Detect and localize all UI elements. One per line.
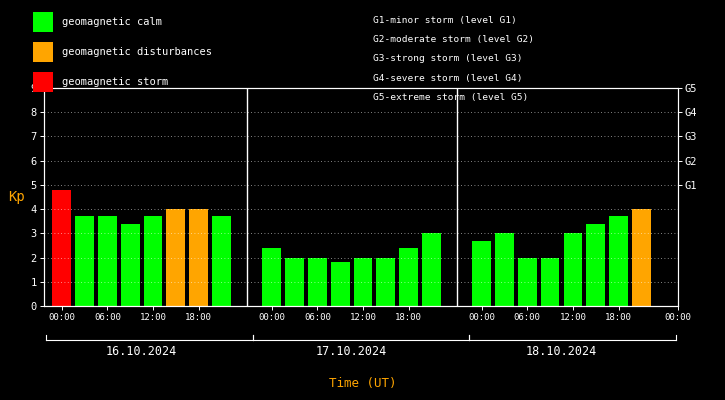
Bar: [262, 248, 281, 306]
Bar: [495, 233, 514, 306]
Bar: [354, 258, 373, 306]
Bar: [541, 258, 560, 306]
Bar: [376, 258, 395, 306]
Bar: [189, 209, 208, 306]
Bar: [285, 258, 304, 306]
Bar: [144, 216, 162, 306]
Bar: [98, 216, 117, 306]
Text: geomagnetic calm: geomagnetic calm: [62, 17, 162, 27]
Bar: [212, 216, 231, 306]
Bar: [518, 258, 536, 306]
Text: Time (UT): Time (UT): [328, 377, 397, 390]
Bar: [331, 262, 349, 306]
Text: 16.10.2024: 16.10.2024: [106, 345, 177, 358]
Bar: [422, 233, 441, 306]
Text: 18.10.2024: 18.10.2024: [526, 345, 597, 358]
Text: G5-extreme storm (level G5): G5-extreme storm (level G5): [373, 93, 529, 102]
Bar: [167, 209, 185, 306]
Text: 17.10.2024: 17.10.2024: [316, 345, 387, 358]
Text: G1-minor storm (level G1): G1-minor storm (level G1): [373, 16, 517, 25]
Bar: [632, 209, 651, 306]
Bar: [121, 224, 140, 306]
Bar: [587, 224, 605, 306]
Text: geomagnetic disturbances: geomagnetic disturbances: [62, 47, 212, 57]
Bar: [75, 216, 94, 306]
Bar: [472, 240, 491, 306]
Text: Kp: Kp: [9, 190, 25, 204]
Bar: [52, 190, 71, 306]
Bar: [308, 258, 327, 306]
Bar: [609, 216, 628, 306]
Text: G3-strong storm (level G3): G3-strong storm (level G3): [373, 54, 523, 63]
Bar: [399, 248, 418, 306]
Text: geomagnetic storm: geomagnetic storm: [62, 77, 168, 87]
Text: G2-moderate storm (level G2): G2-moderate storm (level G2): [373, 35, 534, 44]
Text: G4-severe storm (level G4): G4-severe storm (level G4): [373, 74, 523, 83]
Bar: [563, 233, 582, 306]
